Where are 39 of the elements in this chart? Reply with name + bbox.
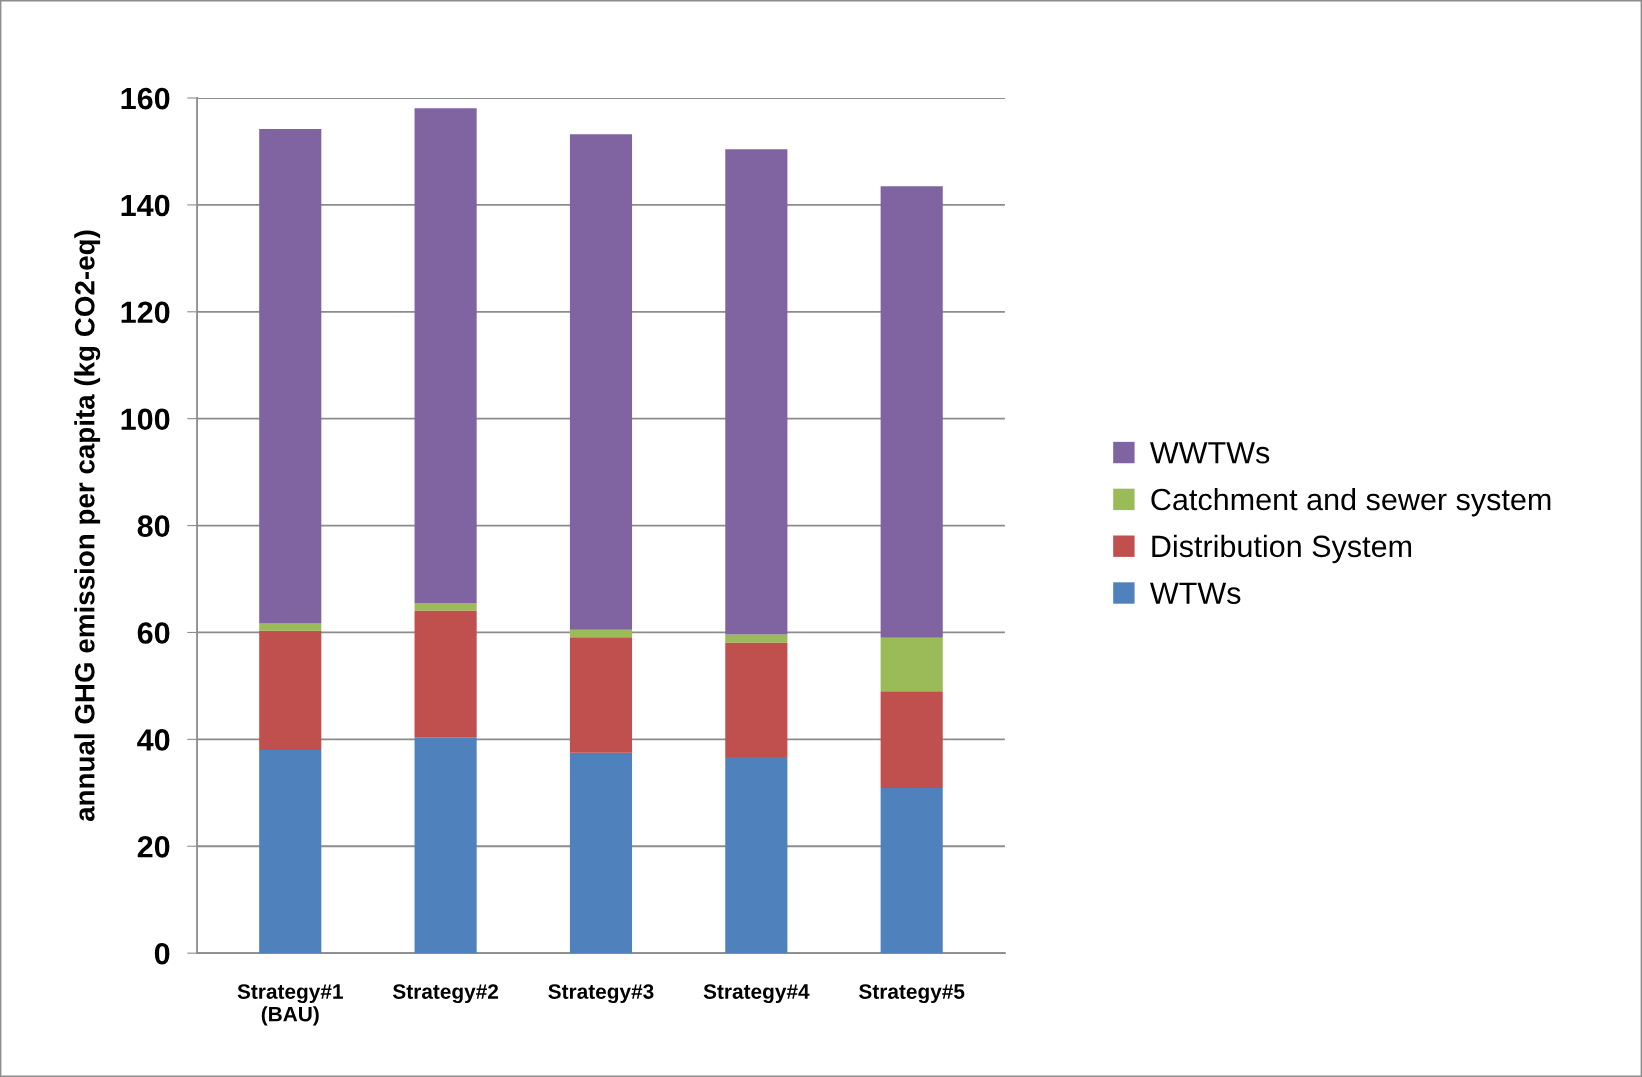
y-tick-label: 140 <box>121 194 170 217</box>
bar <box>259 623 322 631</box>
legend-label: WTWs <box>1149 582 1241 604</box>
bar <box>569 134 633 630</box>
x-tick-label: Strategy#1 (BAU) <box>237 984 343 1026</box>
x-tick-label: Strategy#5 <box>859 984 965 1004</box>
bar <box>880 691 943 788</box>
legend-label: Distribution System <box>1152 534 1412 564</box>
bar <box>880 788 943 954</box>
bar <box>569 752 633 954</box>
bar <box>880 186 943 638</box>
y-tick-label: 40 <box>137 729 170 751</box>
bar <box>414 108 477 604</box>
bar <box>414 737 477 954</box>
y-tick-label: 60 <box>137 622 170 644</box>
y-tick-label: 20 <box>137 835 170 858</box>
x-tick-label: Strategy#3 <box>548 984 654 1004</box>
bar <box>725 634 788 643</box>
bar <box>569 637 633 753</box>
x-tick-label: Strategy#4 <box>703 984 810 1004</box>
bar <box>880 637 943 692</box>
bar <box>725 757 788 954</box>
bar <box>414 610 477 738</box>
y-tick-label: 100 <box>121 408 170 431</box>
x-tick-label: Strategy#2 <box>392 984 499 1004</box>
bar <box>259 129 322 624</box>
y-tick-label: 160 <box>121 87 170 110</box>
y-tick-label: 0 <box>154 942 170 965</box>
bar <box>259 750 322 954</box>
y-tick-label: 80 <box>137 515 170 537</box>
bar <box>725 642 788 757</box>
y-axis-title: annual GHG emission per capita (kg CO2-eq) <box>74 230 101 822</box>
y-tick-label: 120 <box>121 301 170 324</box>
bar <box>569 629 633 638</box>
bar <box>414 603 477 611</box>
bar <box>725 149 788 635</box>
bar <box>259 630 322 751</box>
legend-label: Catchment and sewer system <box>1151 487 1551 517</box>
legend-label: WWTWs <box>1149 442 1270 464</box>
